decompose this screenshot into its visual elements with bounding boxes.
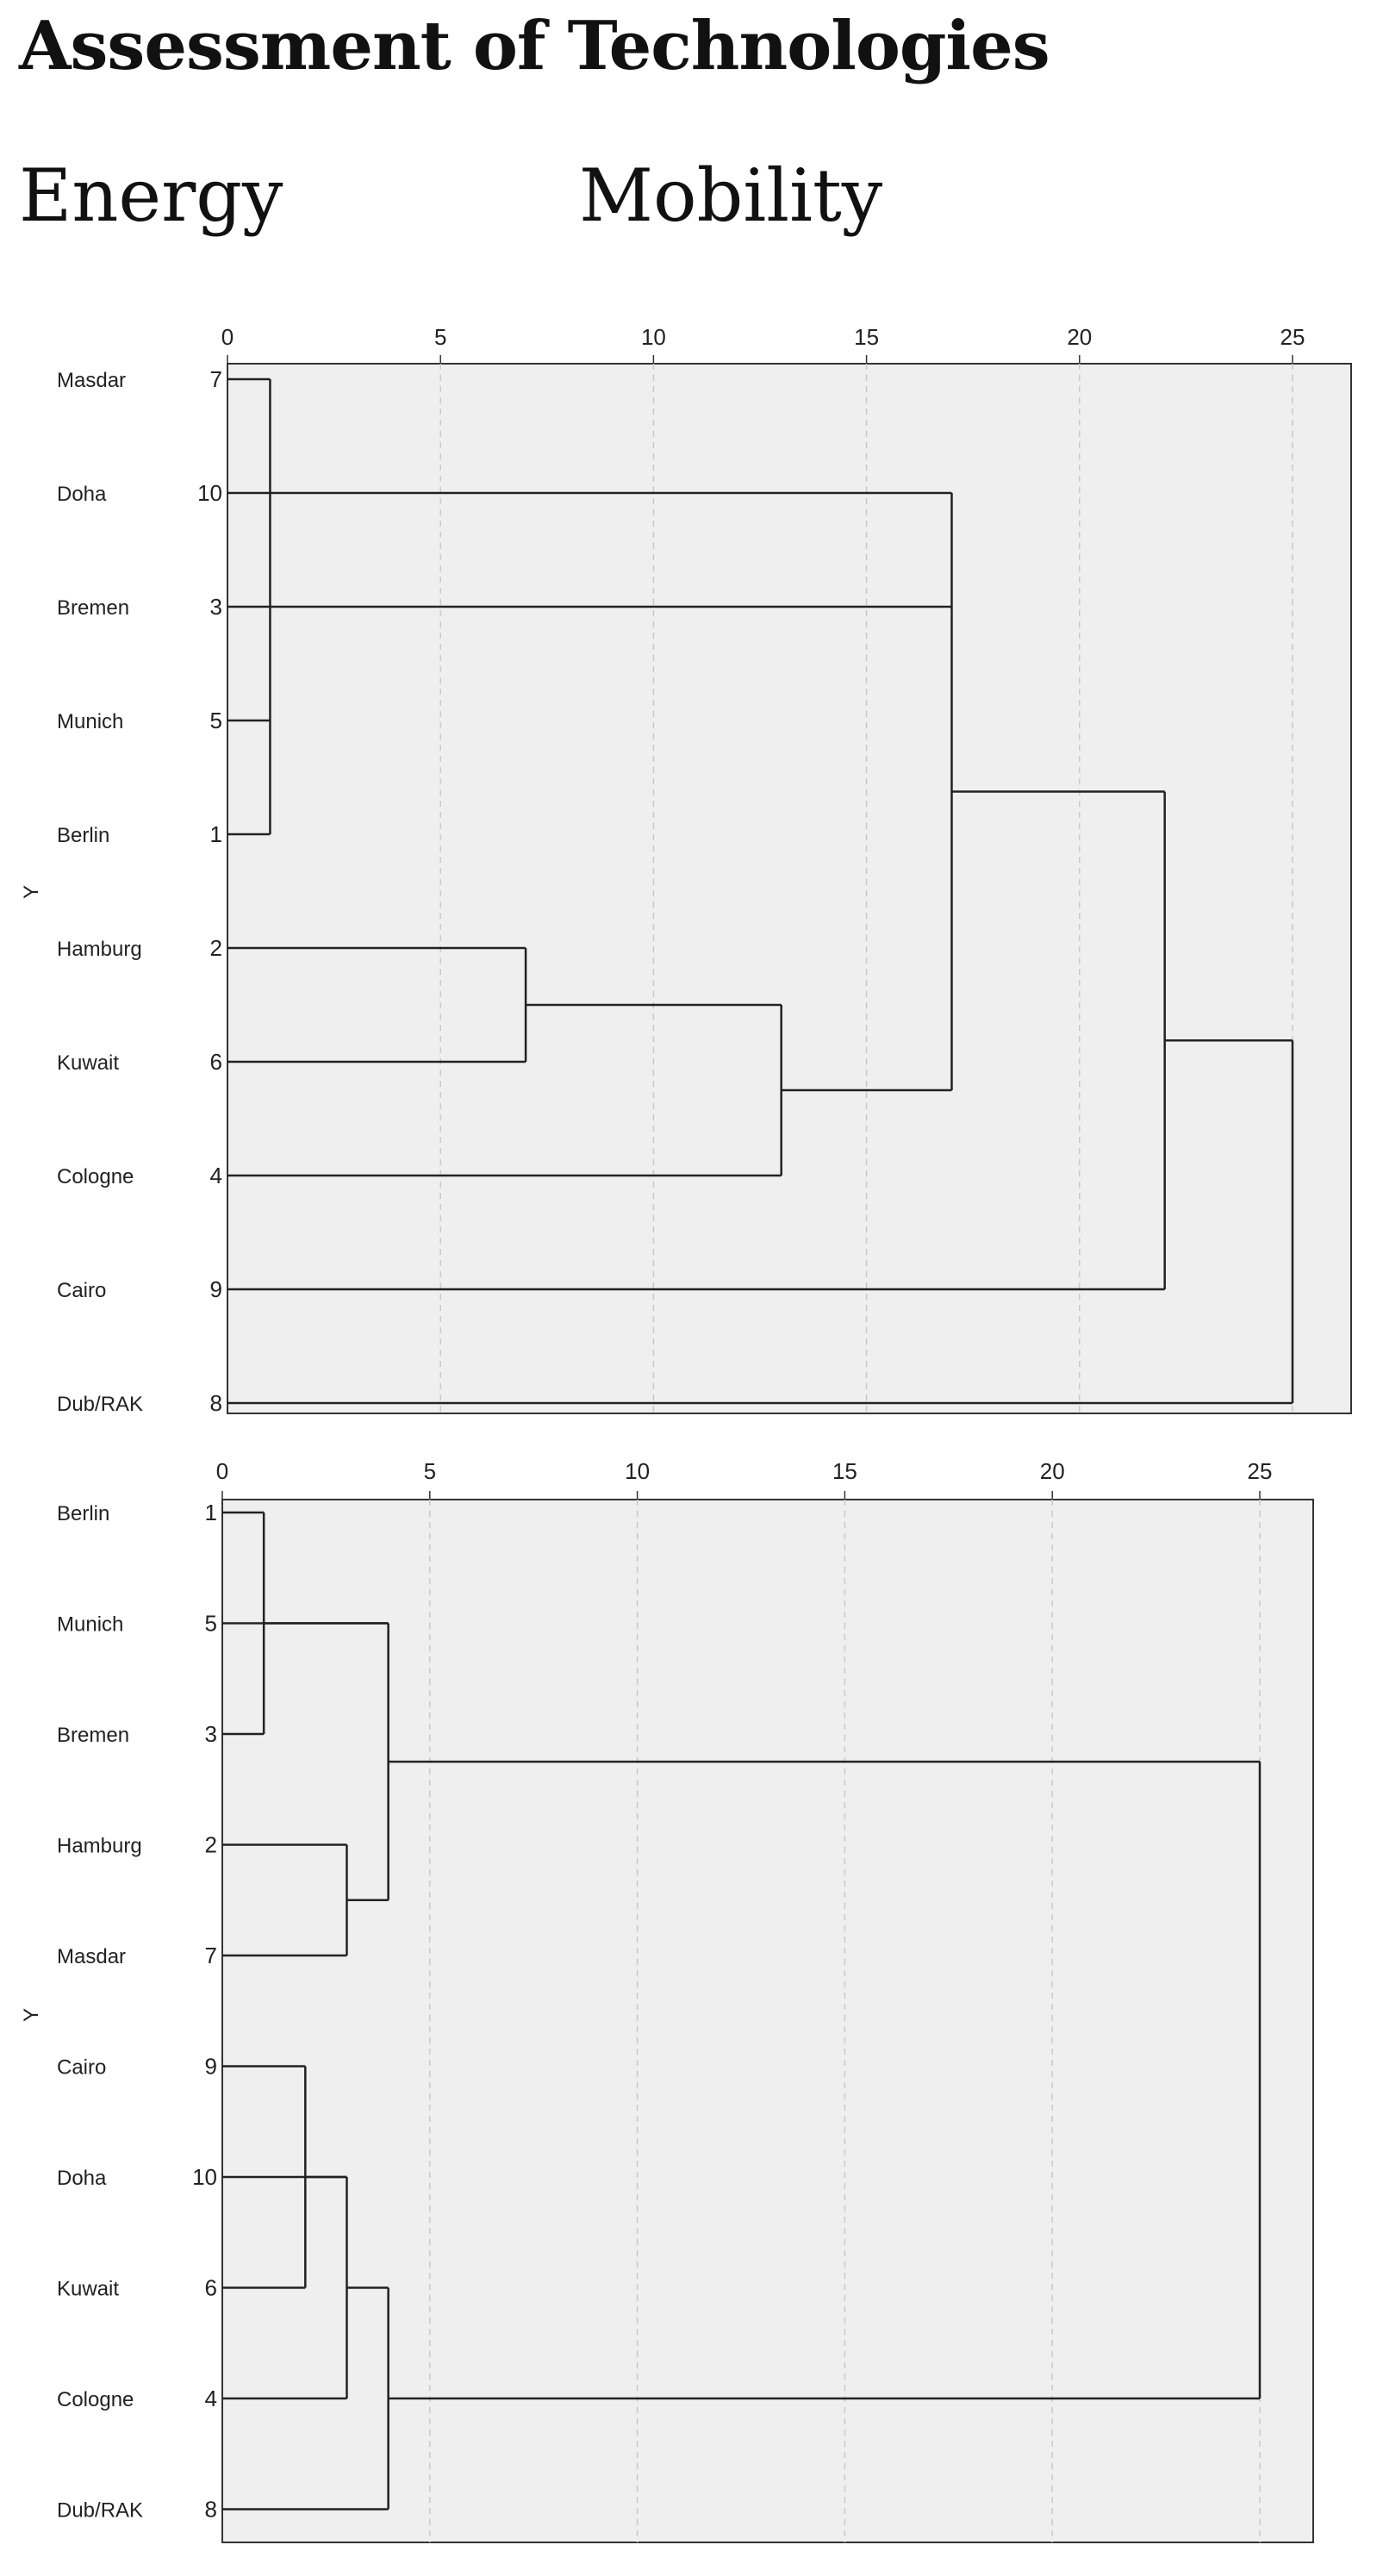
leaf-label: Hamburg [57, 938, 142, 961]
leaf-number: 8 [205, 2497, 217, 2523]
leaf-label: Doha [57, 2167, 107, 2190]
x-tick-label: 5 [424, 1458, 436, 1484]
leaf-number: 10 [197, 480, 222, 506]
x-tick-label: 5 [434, 324, 446, 350]
leaf-label: Masdar [57, 369, 126, 392]
leaf-label: Dub/RAK [57, 1393, 143, 1416]
leaf-label: Berlin [57, 824, 109, 847]
leaf-label: Hamburg [57, 1835, 142, 1858]
leaf-label: Kuwait [57, 2278, 119, 2301]
leaf-number: 4 [205, 2386, 217, 2411]
page-title: Assessment of Technologies [19, 7, 1050, 85]
leaf-label: Cairo [57, 1279, 106, 1302]
leaf-label: Kuwait [57, 1051, 119, 1075]
leaf-number: 3 [210, 594, 222, 620]
y-axis-label: Y [20, 2008, 43, 2022]
leaf-number: 10 [192, 2164, 217, 2190]
x-tick-label: 20 [1067, 324, 1092, 350]
x-tick-label: 10 [625, 1458, 650, 1484]
leaf-label: Bremen [57, 1724, 129, 1747]
leaf-number: 2 [205, 1832, 217, 1858]
mobility-heading: Mobility [579, 153, 883, 238]
leaf-label: Munich [57, 710, 123, 733]
leaf-label: Bremen [57, 596, 129, 620]
x-tick-label: 15 [832, 1458, 857, 1484]
leaf-label: Dub/RAK [57, 2499, 143, 2523]
leaf-number: 1 [205, 1500, 217, 1525]
dendrogram-panel-mobility: 0 5 10 15 20 25 Y Berlin 1 Munich 5 Bremen 3 Hamburg 2… [20, 1458, 1314, 2543]
leaf-label: Munich [57, 1613, 123, 1637]
leaf-number: 2 [210, 935, 222, 961]
leaf-number: 9 [210, 1276, 222, 1302]
leaf-number: 6 [210, 1049, 222, 1075]
x-tick-label: 20 [1040, 1458, 1065, 1484]
x-tick-label: 0 [216, 1458, 228, 1484]
leaf-label: Cologne [57, 1165, 134, 1188]
x-tick-label: 15 [854, 324, 879, 350]
x-tick-label: 25 [1248, 1458, 1273, 1484]
energy-heading: Energy [19, 153, 283, 238]
leaf-number: 7 [210, 366, 222, 392]
leaf-number: 4 [210, 1163, 222, 1188]
leaf-number: 5 [210, 708, 222, 733]
leaf-number: 7 [205, 1943, 217, 1968]
x-tick-label: 10 [641, 324, 666, 350]
y-axis-label: Y [20, 885, 43, 899]
plot-area [221, 1499, 1314, 2543]
leaf-label: Doha [57, 483, 107, 506]
dendrogram-panel-energy: 0 5 10 15 20 25 Y Masdar 7 Doha 10 Bremen 3 Munich 5 Be… [20, 324, 1352, 1416]
leaf-number: 5 [205, 1611, 217, 1637]
x-tick-label: 25 [1280, 324, 1305, 350]
leaf-label: Cairo [57, 2056, 106, 2080]
leaf-number: 8 [210, 1390, 222, 1416]
leaf-label: Masdar [57, 1945, 126, 1968]
leaf-number: 3 [205, 1721, 217, 1747]
leaf-number: 6 [205, 2275, 217, 2301]
x-tick-label: 0 [221, 324, 234, 350]
plot-area [227, 363, 1352, 1414]
leaf-number: 9 [205, 2054, 217, 2080]
leaf-label: Cologne [57, 2388, 134, 2411]
leaf-label: Berlin [57, 1502, 109, 1525]
leaf-number: 1 [210, 821, 222, 847]
